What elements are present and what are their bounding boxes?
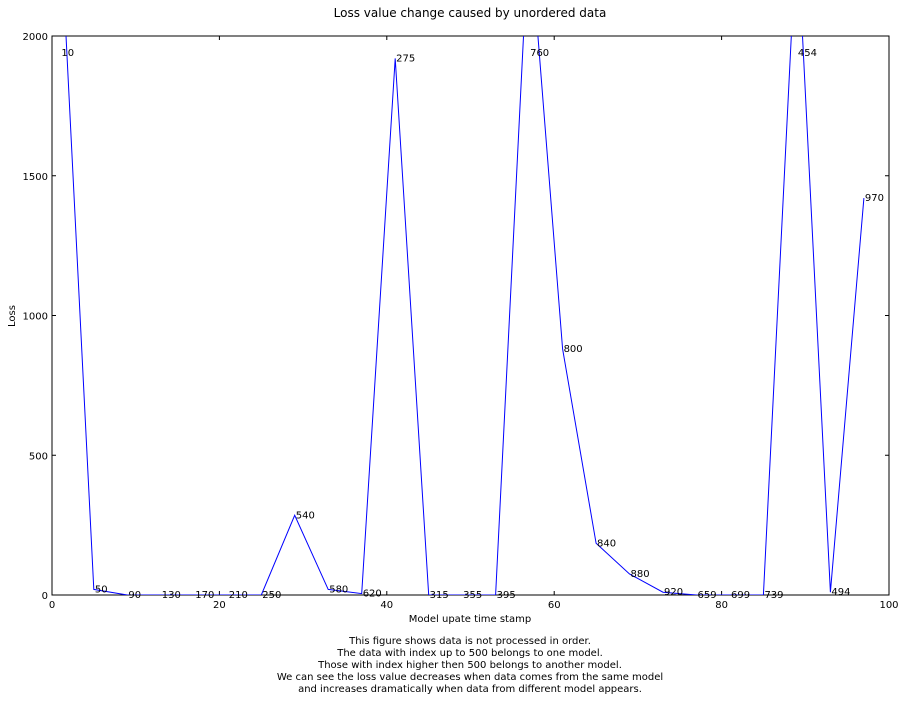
- y-axis-label: Loss: [7, 305, 18, 327]
- point-label: 130: [162, 590, 181, 601]
- x-tick-label: 80: [715, 600, 728, 611]
- point-label: 170: [195, 590, 214, 601]
- point-label: 250: [262, 590, 281, 601]
- point-label: 494: [831, 587, 850, 598]
- caption-line: This figure shows data is not processed …: [348, 636, 591, 647]
- point-label: 970: [865, 193, 884, 204]
- loss-series-line: [65, 36, 865, 595]
- point-label: 580: [329, 584, 348, 595]
- figure-caption: This figure shows data is not processed …: [277, 636, 663, 695]
- point-label: 800: [564, 344, 583, 355]
- point-label: 699: [731, 590, 750, 601]
- plot-frame: [51, 35, 890, 596]
- point-label: 454: [798, 48, 817, 59]
- x-tick-label: 40: [380, 600, 393, 611]
- annotations: 10 50 90 130 170 210 250 540 580 620 275 315 355 395 7…: [61, 48, 884, 601]
- point-label: 210: [229, 590, 248, 601]
- caption-line: Those with index higher then 500 belongs…: [317, 660, 622, 671]
- point-label: 659: [697, 590, 716, 601]
- point-label: 355: [463, 590, 482, 601]
- caption-line: and increases dramatically when data fro…: [298, 684, 642, 695]
- point-label: 620: [363, 589, 382, 600]
- point-label: 315: [430, 590, 449, 601]
- x-tick-label: 60: [548, 600, 561, 611]
- y-tick-label: 2000: [23, 32, 48, 43]
- y-tick-label: 1500: [23, 172, 48, 183]
- y-tick-label: 1000: [23, 312, 48, 323]
- point-label: 880: [631, 569, 650, 580]
- point-label: 760: [530, 48, 549, 59]
- point-label: 540: [296, 510, 315, 521]
- x-tick-label: 20: [213, 600, 226, 611]
- point-label: 275: [396, 53, 415, 64]
- point-label: 840: [597, 538, 616, 549]
- point-label: 10: [61, 48, 74, 59]
- x-tick-label: 0: [49, 600, 55, 611]
- point-label: 90: [128, 590, 141, 601]
- point-label: 395: [497, 590, 516, 601]
- caption-line: The data with index up to 500 belongs to…: [336, 648, 603, 659]
- y-tick-label: 500: [29, 451, 48, 462]
- caption-line: We can see the loss value decreases when…: [277, 672, 663, 683]
- point-label: 739: [764, 590, 783, 601]
- y-tick-label: 0: [42, 591, 48, 602]
- x-tick-label: 100: [879, 600, 898, 611]
- x-axis-label: Model upate time stamp: [409, 614, 531, 625]
- point-label: 50: [95, 584, 108, 595]
- point-label: 920: [664, 587, 683, 598]
- chart-title: Loss value change caused by unordered da…: [334, 6, 607, 20]
